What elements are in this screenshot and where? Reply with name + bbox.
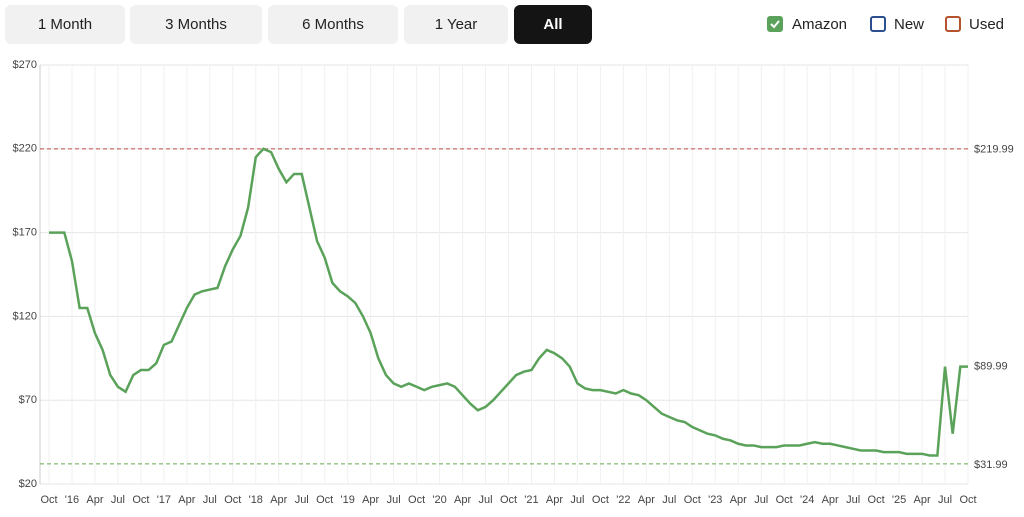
x-tick-label: Oct [224, 494, 241, 506]
x-tick-label: Oct [500, 494, 517, 506]
x-tick-label: Oct [592, 494, 609, 506]
x-tick-label: '18 [249, 494, 263, 506]
x-tick-label: Oct [408, 494, 425, 506]
x-tick-label: Jul [754, 494, 768, 506]
legend-check [770, 20, 780, 29]
x-tick-label: '22 [616, 494, 630, 506]
range-button[interactable]: 1 Year [404, 5, 508, 44]
legend-label: Used [969, 16, 1004, 33]
y-tick-label: $70 [19, 394, 37, 406]
y-tick-label: $170 [13, 227, 37, 239]
current-price-label: $89.99 [974, 361, 1008, 373]
legend-label: Amazon [792, 16, 847, 33]
x-tick-label: '23 [708, 494, 722, 506]
reference-label: $219.99 [974, 144, 1014, 156]
x-tick-label: '17 [157, 494, 171, 506]
x-tick-label: Oct [40, 494, 57, 506]
x-tick-label: Jul [570, 494, 584, 506]
x-tick-label: Oct [684, 494, 701, 506]
x-tick-label: Apr [454, 494, 471, 506]
x-tick-label: Apr [822, 494, 839, 506]
range-button[interactable]: 1 Month [5, 5, 125, 44]
x-tick-label: Jul [295, 494, 309, 506]
y-tick-label: $270 [13, 59, 37, 71]
x-tick-label: Apr [86, 494, 103, 506]
x-tick-label: Oct [316, 494, 333, 506]
x-tick-label: Apr [546, 494, 563, 506]
x-tick-label: Apr [730, 494, 747, 506]
x-tick-label: '25 [892, 494, 906, 506]
y-tick-label: $20 [19, 478, 37, 490]
x-tick-label: Jul [478, 494, 492, 506]
x-tick-label: Jul [938, 494, 952, 506]
price-line [49, 147, 968, 457]
x-tick-label: Jul [387, 494, 401, 506]
legend-checkbox[interactable] [767, 16, 783, 32]
y-tick-label: $120 [13, 310, 37, 322]
x-tick-label: Jul [111, 494, 125, 506]
y-tick-label: $220 [13, 143, 37, 155]
x-tick-label: '24 [800, 494, 814, 506]
x-tick-label: Jul [846, 494, 860, 506]
x-tick-label: '19 [341, 494, 355, 506]
x-tick-label: Apr [362, 494, 379, 506]
x-tick-label: Oct [868, 494, 885, 506]
x-tick-label: Apr [270, 494, 287, 506]
legend-checkbox[interactable] [945, 16, 961, 32]
x-tick-label: '16 [65, 494, 79, 506]
x-tick-label: Jul [203, 494, 217, 506]
range-button[interactable]: 3 Months [130, 5, 262, 44]
x-tick-label: Oct [959, 494, 976, 506]
reference-label: $31.99 [974, 459, 1008, 471]
x-tick-label: Apr [178, 494, 195, 506]
x-tick-label: Apr [638, 494, 655, 506]
legend-label: New [894, 16, 924, 33]
x-tick-label: Oct [132, 494, 149, 506]
x-tick-label: Jul [662, 494, 676, 506]
x-tick-label: Apr [913, 494, 930, 506]
x-tick-label: '20 [432, 494, 446, 506]
legend-checkbox[interactable] [870, 16, 886, 32]
range-button[interactable]: 6 Months [268, 5, 398, 44]
range-button[interactable]: All [514, 5, 592, 44]
x-tick-label: Oct [776, 494, 793, 506]
x-tick-label: '21 [524, 494, 538, 506]
